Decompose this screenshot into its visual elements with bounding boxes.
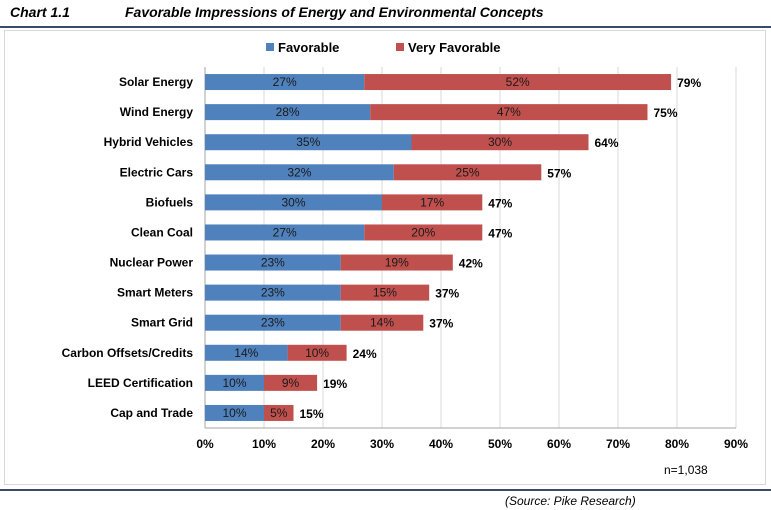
bar-segment-very-favorable xyxy=(364,224,483,241)
segment-data-label: 9% xyxy=(282,376,300,390)
category-label: Carbon Offsets/Credits xyxy=(62,346,194,360)
segment-data-label: 14% xyxy=(370,316,394,330)
bar-segment-very-favorable xyxy=(287,344,347,361)
bar-segment-favorable xyxy=(205,254,341,271)
total-data-label: 79% xyxy=(677,76,701,90)
bar-segment-favorable xyxy=(205,314,341,331)
bar-segment-favorable xyxy=(205,164,394,181)
bar-segment-favorable xyxy=(205,344,288,361)
bar-segment-favorable xyxy=(205,104,371,121)
category-label: Hybrid Vehicles xyxy=(104,135,194,149)
segment-data-label: 14% xyxy=(234,346,258,360)
legend-label-very-favorable: Very Favorable xyxy=(408,39,501,55)
segment-data-label: 5% xyxy=(270,406,288,420)
legend-swatch-favorable xyxy=(266,43,274,51)
category-label: Cap and Trade xyxy=(110,406,193,420)
bar-segment-very-favorable xyxy=(264,374,318,391)
bar-segment-very-favorable xyxy=(340,284,430,301)
plot-frame xyxy=(4,30,766,485)
bar-segment-favorable xyxy=(205,134,412,151)
segment-data-label: 30% xyxy=(281,195,305,209)
bar-segment-favorable xyxy=(205,74,365,91)
x-tick-label: 50% xyxy=(488,437,512,451)
bar-segment-favorable xyxy=(205,374,264,391)
chart-header: Chart 1.1 Favorable Impressions of Energ… xyxy=(0,0,771,28)
bar-segment-very-favorable xyxy=(411,134,589,151)
total-data-label: 57% xyxy=(547,166,571,180)
category-label: Smart Grid xyxy=(131,316,193,330)
category-label: Wind Energy xyxy=(120,105,194,119)
x-tick-label: 10% xyxy=(252,437,276,451)
total-data-label: 37% xyxy=(429,317,453,331)
segment-data-label: 27% xyxy=(273,75,297,89)
total-data-label: 75% xyxy=(654,106,678,120)
segment-data-label: 23% xyxy=(261,316,285,330)
total-data-label: 37% xyxy=(435,287,459,301)
bar-segment-very-favorable xyxy=(264,404,294,421)
x-tick-label: 60% xyxy=(547,437,571,451)
segment-data-label: 19% xyxy=(385,256,409,270)
segment-data-label: 15% xyxy=(373,286,397,300)
bottom-divider xyxy=(0,489,771,491)
category-label: Smart Meters xyxy=(117,286,193,300)
segment-data-label: 23% xyxy=(261,256,285,270)
x-tick-label: 90% xyxy=(724,437,748,451)
total-data-label: 24% xyxy=(353,347,377,361)
legend-label-favorable: Favorable xyxy=(278,39,340,55)
x-tick-label: 70% xyxy=(606,437,630,451)
bar-segment-favorable xyxy=(205,194,382,211)
bar-segment-favorable xyxy=(205,284,341,301)
segment-data-label: 47% xyxy=(497,105,521,119)
total-data-label: 42% xyxy=(459,257,483,271)
segment-data-label: 10% xyxy=(222,376,246,390)
segment-data-label: 27% xyxy=(273,225,297,239)
category-label: Electric Cars xyxy=(120,165,194,179)
category-label: Nuclear Power xyxy=(110,256,194,270)
total-data-label: 19% xyxy=(323,377,347,391)
x-tick-label: 30% xyxy=(370,437,394,451)
segment-data-label: 10% xyxy=(222,406,246,420)
sample-size-note: n=1,038 xyxy=(664,463,708,477)
segment-data-label: 23% xyxy=(261,286,285,300)
segment-data-label: 52% xyxy=(506,75,530,89)
legend: Favorable Very Favorable xyxy=(0,39,771,55)
bar-segment-very-favorable xyxy=(382,194,483,211)
legend-item-favorable: Favorable xyxy=(266,39,339,55)
category-label: Solar Energy xyxy=(119,75,193,89)
segment-data-label: 17% xyxy=(420,195,444,209)
bar-segment-favorable xyxy=(205,404,264,421)
x-tick-label: 80% xyxy=(665,437,689,451)
category-label: Biofuels xyxy=(146,195,194,209)
x-tick-label: 20% xyxy=(311,437,335,451)
x-tick-label: 40% xyxy=(429,437,453,451)
total-data-label: 64% xyxy=(595,136,619,150)
top-divider xyxy=(0,26,771,28)
chart-number: Chart 1.1 xyxy=(10,4,70,20)
segment-data-label: 20% xyxy=(411,225,435,239)
legend-swatch-very-favorable xyxy=(396,43,404,51)
segment-data-label: 30% xyxy=(488,135,512,149)
segment-data-label: 35% xyxy=(296,135,320,149)
total-data-label: 47% xyxy=(488,196,512,210)
segment-data-label: 32% xyxy=(287,165,311,179)
segment-data-label: 28% xyxy=(276,105,300,119)
segment-data-label: 25% xyxy=(456,165,480,179)
category-label: Clean Coal xyxy=(131,225,193,239)
bar-segment-favorable xyxy=(205,224,365,241)
source-note: (Source: Pike Research) xyxy=(505,494,636,508)
bar-segment-very-favorable xyxy=(393,164,542,181)
legend-item-very-favorable: Very Favorable xyxy=(396,39,501,55)
segment-data-label: 10% xyxy=(305,346,329,360)
x-tick-label: 0% xyxy=(196,437,214,451)
chart-title: Favorable Impressions of Energy and Envi… xyxy=(125,4,544,20)
bar-segment-very-favorable xyxy=(340,254,453,271)
bar-segment-very-favorable xyxy=(370,104,648,121)
bar-segment-very-favorable xyxy=(364,74,672,91)
total-data-label: 47% xyxy=(488,226,512,240)
category-label: LEED Certification xyxy=(88,376,193,390)
bar-segment-very-favorable xyxy=(340,314,424,331)
total-data-label: 15% xyxy=(300,407,324,421)
